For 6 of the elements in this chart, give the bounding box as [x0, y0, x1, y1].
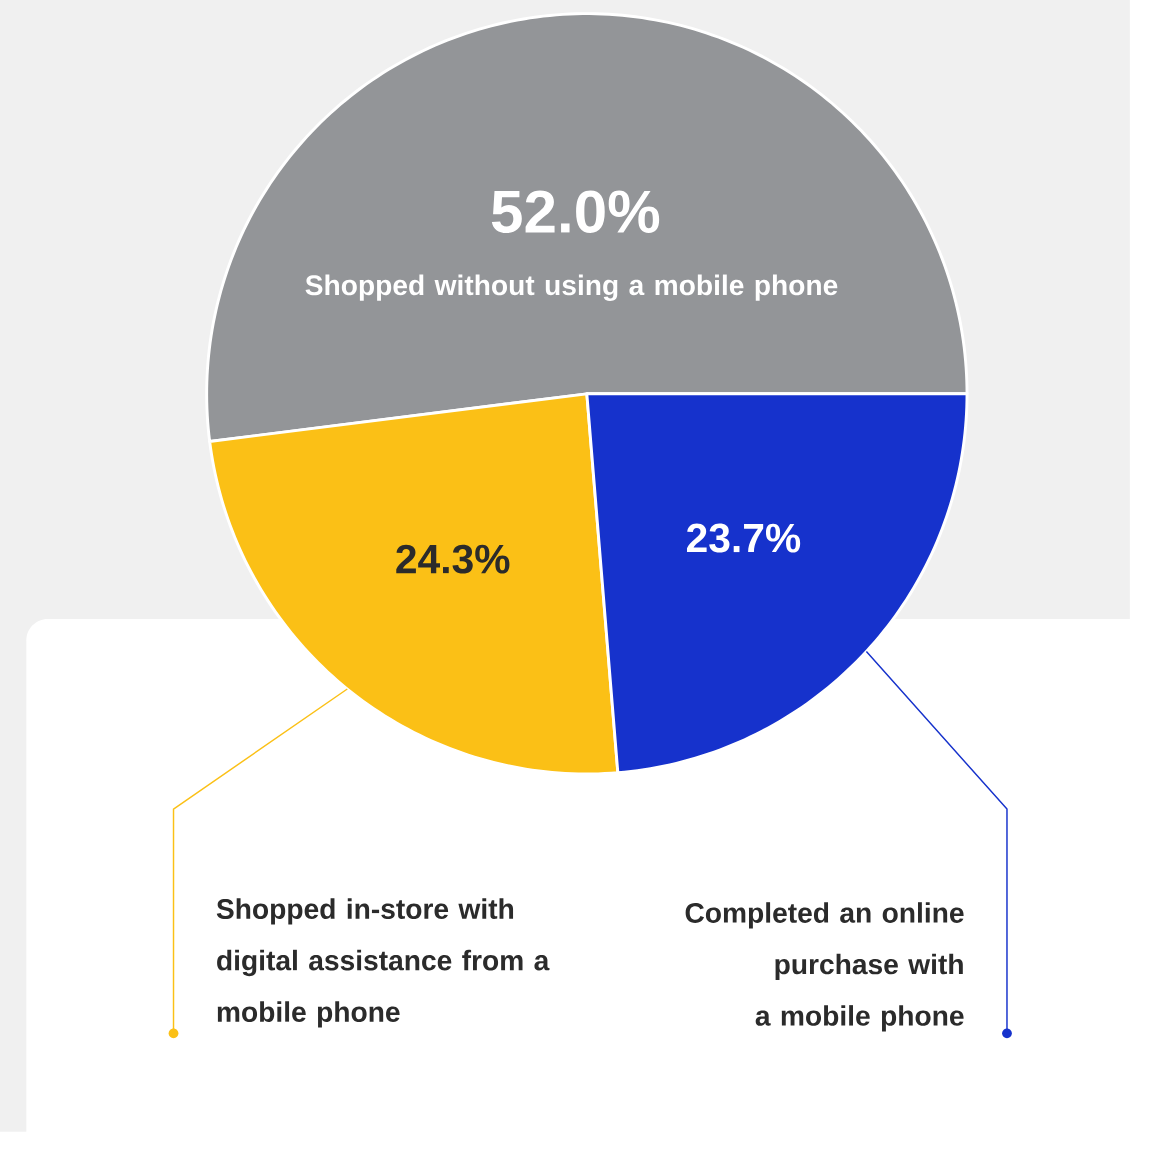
data-label: 52.0%	[491, 190, 660, 234]
slice-label: Shopped in-store with digital assistance from a mobile phone	[216, 898, 550, 1028]
data-label: 24.3%	[396, 544, 510, 574]
slice-label: Completed an online purchase with a mobile phone	[685, 902, 964, 1032]
slice-label: Shopped without using a mobile phone	[305, 274, 838, 301]
data-label: 23.7%	[686, 523, 801, 553]
